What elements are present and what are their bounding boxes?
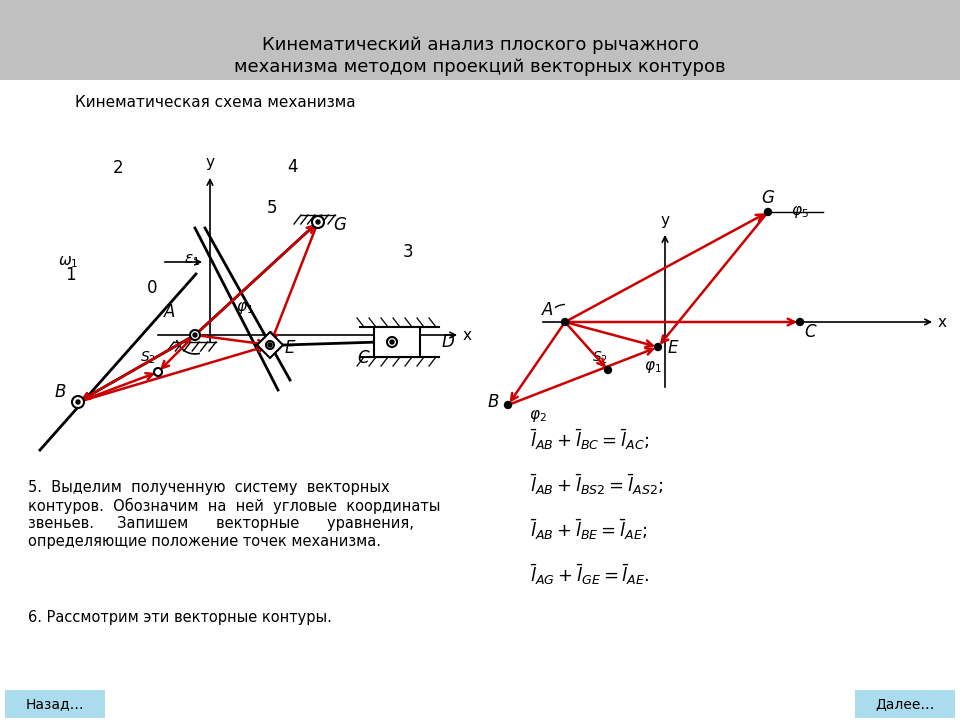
Circle shape bbox=[76, 400, 80, 404]
Text: $S_2$: $S_2$ bbox=[140, 350, 156, 366]
Circle shape bbox=[312, 216, 324, 228]
Circle shape bbox=[268, 343, 272, 347]
Text: A: A bbox=[542, 301, 554, 319]
Text: G: G bbox=[761, 189, 775, 207]
Text: B: B bbox=[488, 393, 498, 411]
Text: 5: 5 bbox=[267, 199, 277, 217]
Text: Кинематический анализ плоского рычажного: Кинематический анализ плоского рычажного bbox=[261, 36, 699, 54]
Text: 2: 2 bbox=[112, 159, 123, 177]
Text: G: G bbox=[333, 216, 347, 234]
Text: 4: 4 bbox=[287, 158, 298, 176]
Circle shape bbox=[562, 318, 568, 325]
Circle shape bbox=[505, 402, 512, 408]
Text: 3: 3 bbox=[402, 243, 414, 261]
Circle shape bbox=[764, 209, 772, 215]
Text: $\varphi_1$: $\varphi_1$ bbox=[644, 359, 661, 375]
Circle shape bbox=[605, 366, 612, 374]
Circle shape bbox=[193, 333, 197, 337]
Text: $\varphi_1$: $\varphi_1$ bbox=[236, 300, 253, 316]
Text: y: y bbox=[205, 155, 214, 170]
Text: $\varphi_5$: $\varphi_5$ bbox=[791, 204, 809, 220]
Text: $\varepsilon_1$: $\varepsilon_1$ bbox=[184, 252, 200, 268]
Text: $\omega_1$: $\omega_1$ bbox=[58, 254, 79, 270]
Circle shape bbox=[390, 340, 394, 344]
Circle shape bbox=[387, 337, 397, 347]
Text: E: E bbox=[668, 339, 679, 357]
Bar bbox=[5, 690, 105, 718]
Polygon shape bbox=[257, 332, 283, 358]
Circle shape bbox=[797, 318, 804, 325]
Text: $S_2$: $S_2$ bbox=[592, 350, 608, 366]
Text: C: C bbox=[357, 349, 369, 367]
Circle shape bbox=[266, 341, 274, 349]
Text: Далее…: Далее… bbox=[876, 697, 935, 711]
Text: 1: 1 bbox=[64, 266, 75, 284]
Text: $\bar{l}_{AG}+\bar{l}_{GE}=\bar{l}_{AE}$.: $\bar{l}_{AG}+\bar{l}_{GE}=\bar{l}_{AE}$… bbox=[530, 563, 650, 588]
Text: Назад…: Назад… bbox=[26, 697, 84, 711]
Circle shape bbox=[154, 368, 162, 376]
Text: $\bar{l}_{AB}+\bar{l}_{BS2}=\bar{l}_{AS2}$;: $\bar{l}_{AB}+\bar{l}_{BS2}=\bar{l}_{AS2… bbox=[530, 473, 663, 498]
Circle shape bbox=[72, 396, 84, 408]
Text: 6. Рассмотрим эти векторные контуры.: 6. Рассмотрим эти векторные контуры. bbox=[28, 610, 332, 625]
Bar bbox=[855, 690, 955, 718]
Text: C: C bbox=[804, 323, 816, 341]
Circle shape bbox=[316, 220, 320, 224]
Text: Кинематическая схема механизма: Кинематическая схема механизма bbox=[75, 94, 355, 109]
Text: y: y bbox=[660, 213, 669, 228]
Bar bbox=[0, 0, 960, 80]
Text: механизма методом проекций векторных контуров: механизма методом проекций векторных кон… bbox=[234, 58, 726, 76]
Text: x: x bbox=[938, 315, 947, 330]
Text: 5.  Выделим  полученную  систему  векторных
контуров.  Обозначим  на  ней  углов: 5. Выделим полученную систему векторных … bbox=[28, 480, 441, 549]
Text: B: B bbox=[55, 383, 65, 401]
Text: $\bar{l}_{AB}+\bar{l}_{BC}=\bar{l}_{AC}$;: $\bar{l}_{AB}+\bar{l}_{BC}=\bar{l}_{AC}$… bbox=[530, 428, 649, 452]
Text: A: A bbox=[164, 303, 176, 321]
Text: E: E bbox=[285, 339, 296, 357]
Text: $\varphi_2$: $\varphi_2$ bbox=[529, 408, 547, 424]
Text: x: x bbox=[463, 328, 472, 343]
Text: 0: 0 bbox=[147, 279, 157, 297]
Circle shape bbox=[655, 343, 661, 351]
Text: D: D bbox=[442, 333, 454, 351]
Bar bbox=[374, 327, 420, 357]
Circle shape bbox=[190, 330, 200, 340]
Text: $\bar{l}_{AB}+\bar{l}_{BE}=\bar{l}_{AE}$;: $\bar{l}_{AB}+\bar{l}_{BE}=\bar{l}_{AE}$… bbox=[530, 518, 648, 542]
